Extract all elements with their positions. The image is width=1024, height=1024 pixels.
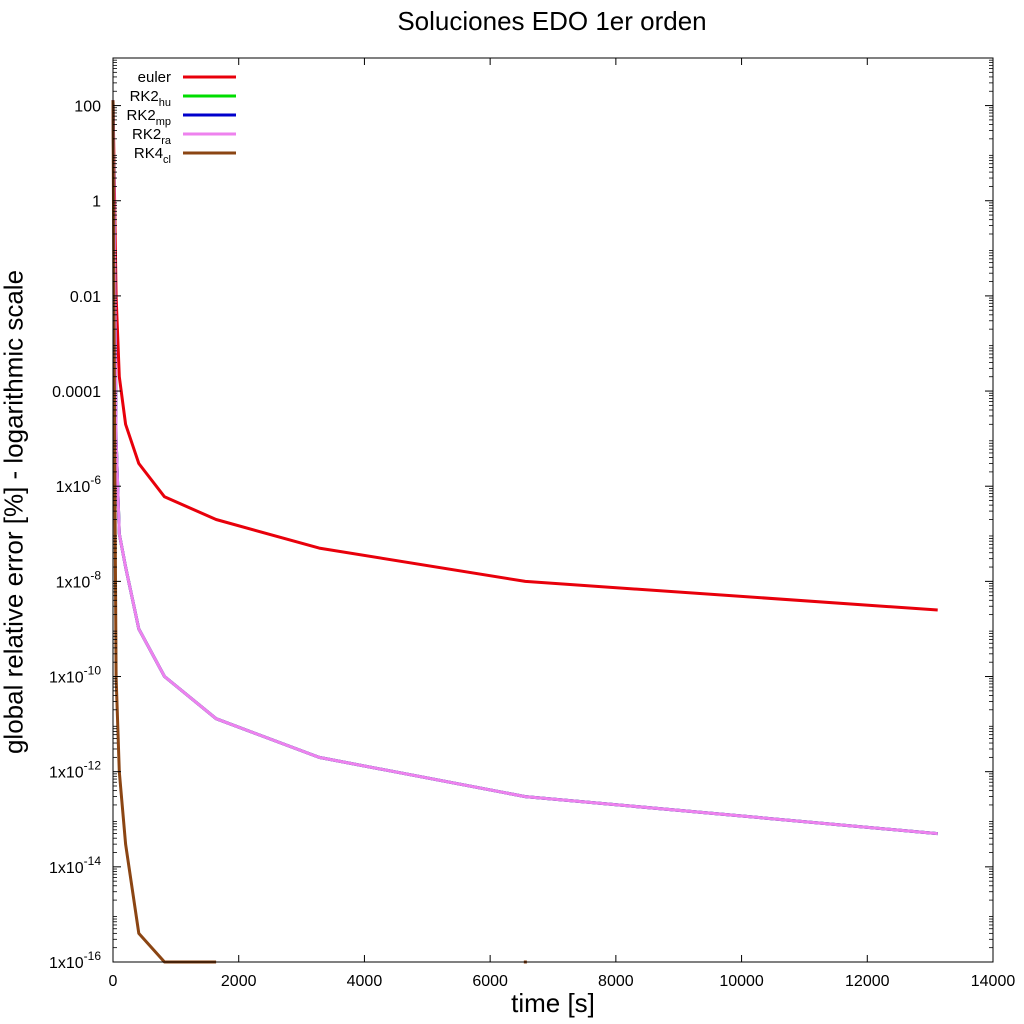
- y-tick-label: 1x10-12: [49, 759, 101, 782]
- x-tick-label: 2000: [221, 973, 257, 990]
- legend-label: RK4cl: [134, 145, 171, 166]
- plot-frame: [112, 57, 994, 963]
- tick-layer: [112, 58, 994, 963]
- series-line-rk2-mp: [111, 100, 938, 836]
- y-tick-label: 1x10-16: [49, 949, 101, 972]
- x-tick-label: 14000: [971, 973, 1016, 990]
- legend-label: RK2ra: [132, 126, 172, 147]
- y-tick-label: 1x10-14: [49, 854, 101, 877]
- y-tick-label: 0.0001: [52, 384, 101, 401]
- y-tick-label: 1x10-6: [56, 473, 102, 496]
- series-line-rk4-cl: [111, 100, 217, 964]
- y-tick-label: 100: [74, 99, 101, 116]
- legend-label: RK2mp: [127, 107, 171, 128]
- legend-label: RK2hu: [130, 88, 171, 109]
- y-tick-label: 1: [92, 194, 101, 211]
- x-tick-labels: 0 2000 4000 6000 8000 10000 12000 14000: [109, 973, 1016, 990]
- y-axis-label: global relative error [%] - logarithmic …: [0, 269, 29, 755]
- y-tick-labels: 100 1 0.01 0.0001 1x10-6 1x10-8 1x10-10 1x10-12…: [49, 99, 101, 972]
- legend-label: euler: [138, 69, 171, 86]
- chart-title: Soluciones EDO 1er orden: [397, 6, 707, 36]
- x-tick-label: 12000: [845, 973, 890, 990]
- series-line-rk2-ra: [111, 100, 938, 836]
- series-layer: [111, 100, 938, 964]
- x-tick-label: 0: [109, 973, 118, 990]
- x-tick-label: 6000: [472, 973, 508, 990]
- series-line-euler: [111, 100, 938, 612]
- series-line-rk2-hu: [111, 100, 938, 836]
- x-tick-label: 8000: [598, 973, 634, 990]
- x-axis-label: time [s]: [511, 988, 595, 1018]
- y-tick-label: 1x10-10: [49, 664, 101, 687]
- x-tick-label: 10000: [719, 973, 764, 990]
- y-tick-label: 0.01: [70, 289, 101, 306]
- x-tick-label: 4000: [347, 973, 383, 990]
- y-tick-label: 1x10-8: [56, 568, 102, 591]
